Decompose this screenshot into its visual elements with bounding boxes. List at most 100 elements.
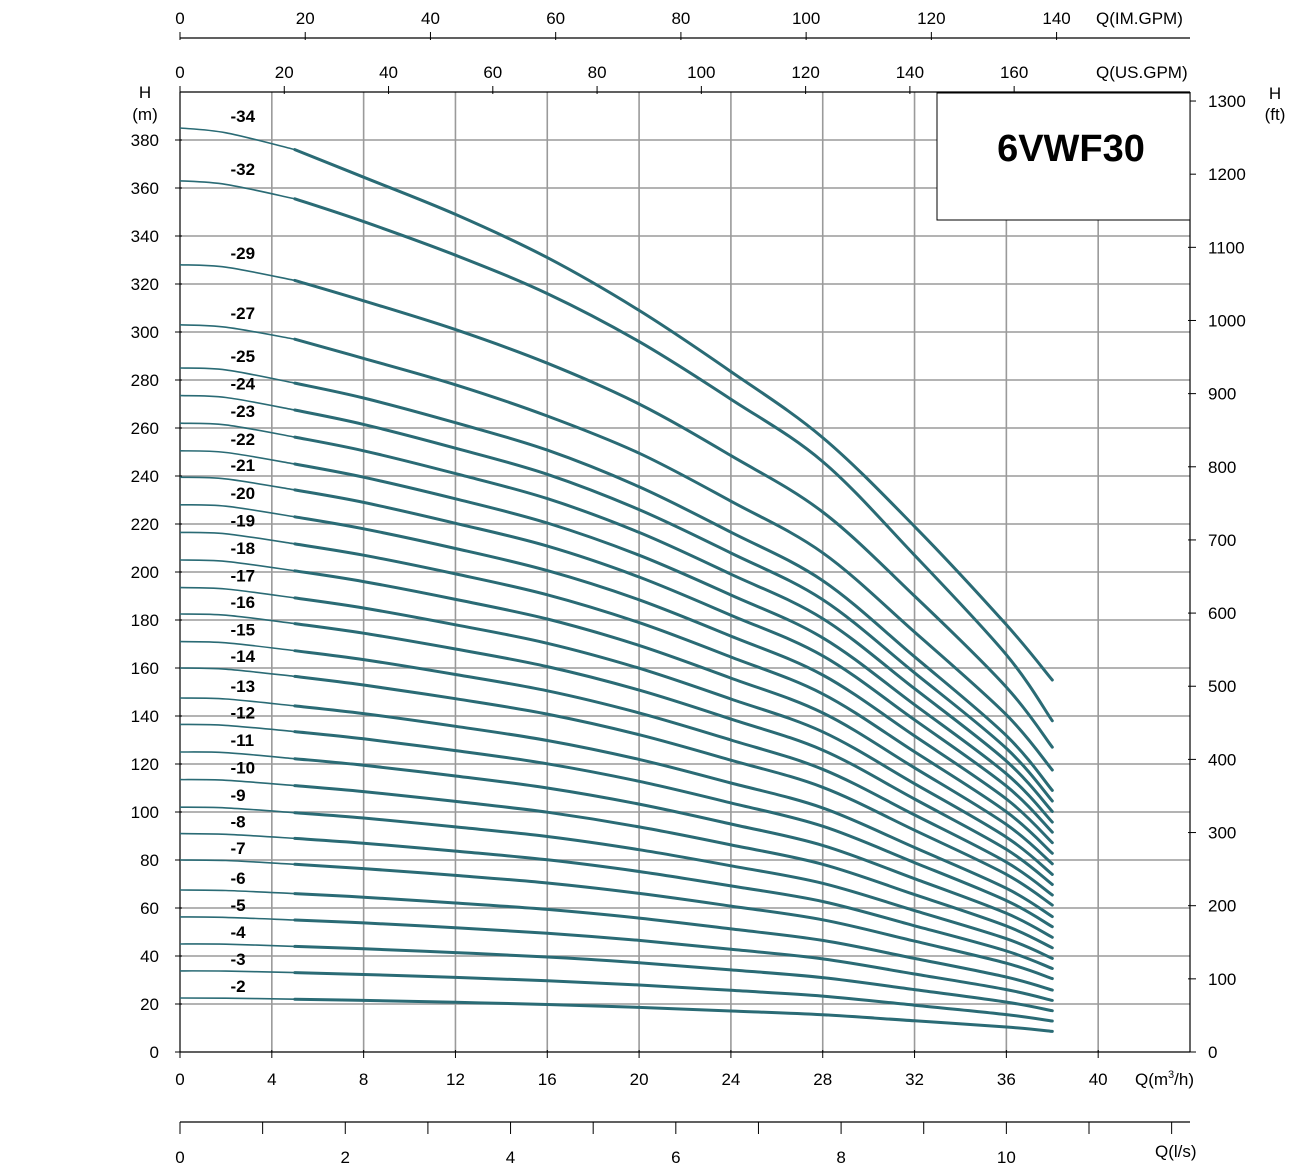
stage-label: -9: [231, 786, 246, 805]
stage-label: -17: [231, 567, 256, 586]
y-right-tick-label: 1200: [1208, 165, 1246, 184]
curve-low-flow-stage-12: [179, 723, 295, 733]
y-tick-label: 360: [131, 179, 159, 198]
y-axis-title-unit: (m): [132, 105, 157, 124]
title-box: 6VWF30: [936, 92, 1191, 221]
curve-low-flow-stage-32: [179, 180, 295, 200]
curve-stage-19: [293, 542, 1054, 855]
stage-label: -5: [231, 896, 246, 915]
y-axis-title-h: H: [139, 83, 151, 102]
curve-low-flow-stage-25: [179, 367, 295, 384]
x-tick-label: 0: [175, 1070, 184, 1089]
x-tick-label: 8: [359, 1070, 368, 1089]
stage-label: -21: [231, 456, 256, 475]
y-tick-label: 240: [131, 467, 159, 486]
y-tick-label: 320: [131, 275, 159, 294]
x-tick-label: 24: [721, 1070, 740, 1089]
curve-low-flow-stage-2: [179, 997, 295, 1000]
curve-low-flow-stage-16: [179, 613, 295, 625]
ls-tick-label: 10: [997, 1148, 1016, 1167]
stage-label: -12: [231, 703, 256, 722]
y-tick-label: 340: [131, 227, 159, 246]
curve-low-flow-stage-24: [179, 394, 295, 411]
us-gpm-tick-label: 140: [896, 63, 924, 82]
x-tick-label: 20: [630, 1070, 649, 1089]
curve-low-flow-stage-10: [179, 778, 295, 787]
im-gpm-tick-label: 60: [546, 9, 565, 28]
y-tick-label: 160: [131, 659, 159, 678]
ls-axis-title: Q(l/s): [1155, 1142, 1197, 1161]
y-tick-label: 20: [140, 995, 159, 1014]
curve-stage-16: [293, 622, 1054, 886]
curve-low-flow-stage-29: [179, 264, 295, 282]
curve-low-flow-stage-22: [179, 450, 295, 465]
curve-stage-6: [293, 892, 1054, 992]
stage-label: -10: [231, 759, 256, 778]
stage-label: -29: [231, 244, 256, 263]
title-box-frame: [936, 92, 1191, 221]
y-tick-label: 280: [131, 371, 159, 390]
curve-stage-7: [293, 862, 1054, 981]
us-gpm-tick-label: 40: [379, 63, 398, 82]
curve-low-flow-stage-18: [179, 559, 295, 572]
stage-label: -34: [231, 107, 256, 126]
stage-label: -7: [231, 839, 246, 858]
curve-stage-5: [293, 918, 1054, 1002]
curve-low-flow-stage-14: [179, 667, 295, 678]
us-gpm-tick-label: 100: [687, 63, 715, 82]
curve-low-flow-stage-5: [179, 916, 295, 921]
im-gpm-tick-label: 0: [175, 9, 184, 28]
im-gpm-tick-label: 40: [421, 9, 440, 28]
stage-label: -20: [231, 484, 256, 503]
curve-stage-21: [293, 488, 1054, 834]
curve-low-flow-stage-6: [179, 889, 295, 895]
y-right-tick-label: 1300: [1208, 92, 1246, 111]
ls-tick-label: 8: [836, 1148, 845, 1167]
y-right-tick-label: 600: [1208, 604, 1236, 623]
curve-low-flow-stage-19: [179, 531, 295, 545]
y-right-tick-label: 200: [1208, 897, 1236, 916]
stage-label: -24: [231, 375, 256, 394]
y-right-tick-label: 0: [1208, 1043, 1217, 1062]
x-tick-label: 16: [538, 1070, 557, 1089]
y-right-tick-label: 400: [1208, 750, 1236, 769]
y-tick-label: 40: [140, 947, 159, 966]
im-gpm-tick-label: 140: [1042, 9, 1070, 28]
stage-label: -2: [231, 977, 246, 996]
y-tick-label: 80: [140, 851, 159, 870]
x-tick-label: 28: [813, 1070, 832, 1089]
curve-stage-18: [293, 569, 1054, 866]
y-right-tick-label: 100: [1208, 970, 1236, 989]
curve-low-flow-stage-17: [179, 586, 295, 599]
x-tick-label: 12: [446, 1070, 465, 1089]
im-gpm-tick-label: 20: [296, 9, 315, 28]
curve-stage-4: [293, 944, 1054, 1013]
curve-stage-3: [293, 971, 1054, 1023]
stage-label: -6: [231, 869, 246, 888]
curve-stage-15: [293, 649, 1054, 897]
stage-labels: -2 -3 -4 -5 -6 -7 -8 -9 -10 -11 -12 -13 -14 -15 -16 -17…: [231, 107, 256, 996]
curve-low-flow-stage-3: [179, 970, 295, 974]
us-gpm-tick-label: 120: [791, 63, 819, 82]
y-tick-label: 300: [131, 323, 159, 342]
y-right-title-unit: (ft): [1265, 105, 1286, 124]
stage-label: -13: [231, 677, 256, 696]
y-tick-label: 120: [131, 755, 159, 774]
curve-stage-24: [293, 408, 1054, 803]
stage-label: -25: [231, 347, 256, 366]
im-gpm-tick-label: 120: [917, 9, 945, 28]
y-right-tick-label: 700: [1208, 531, 1236, 550]
x-tick-label: 40: [1089, 1070, 1108, 1089]
stage-label: -8: [231, 813, 246, 832]
y-tick-label: 380: [131, 131, 159, 150]
curve-low-flow-stage-11: [179, 751, 295, 760]
x-tick-label: 4: [267, 1070, 276, 1089]
im-gpm-axis-title: Q(IM.GPM): [1096, 9, 1183, 28]
y-tick-label: 220: [131, 515, 159, 534]
stage-label: -3: [231, 950, 246, 969]
y-right-tick-label: 300: [1208, 824, 1236, 843]
axes: 0204060801001201401601802002202402602803…: [131, 9, 1286, 1167]
im-gpm-tick-label: 80: [671, 9, 690, 28]
stage-label: -19: [231, 511, 256, 530]
curve-low-flow-stage-20: [179, 504, 295, 518]
